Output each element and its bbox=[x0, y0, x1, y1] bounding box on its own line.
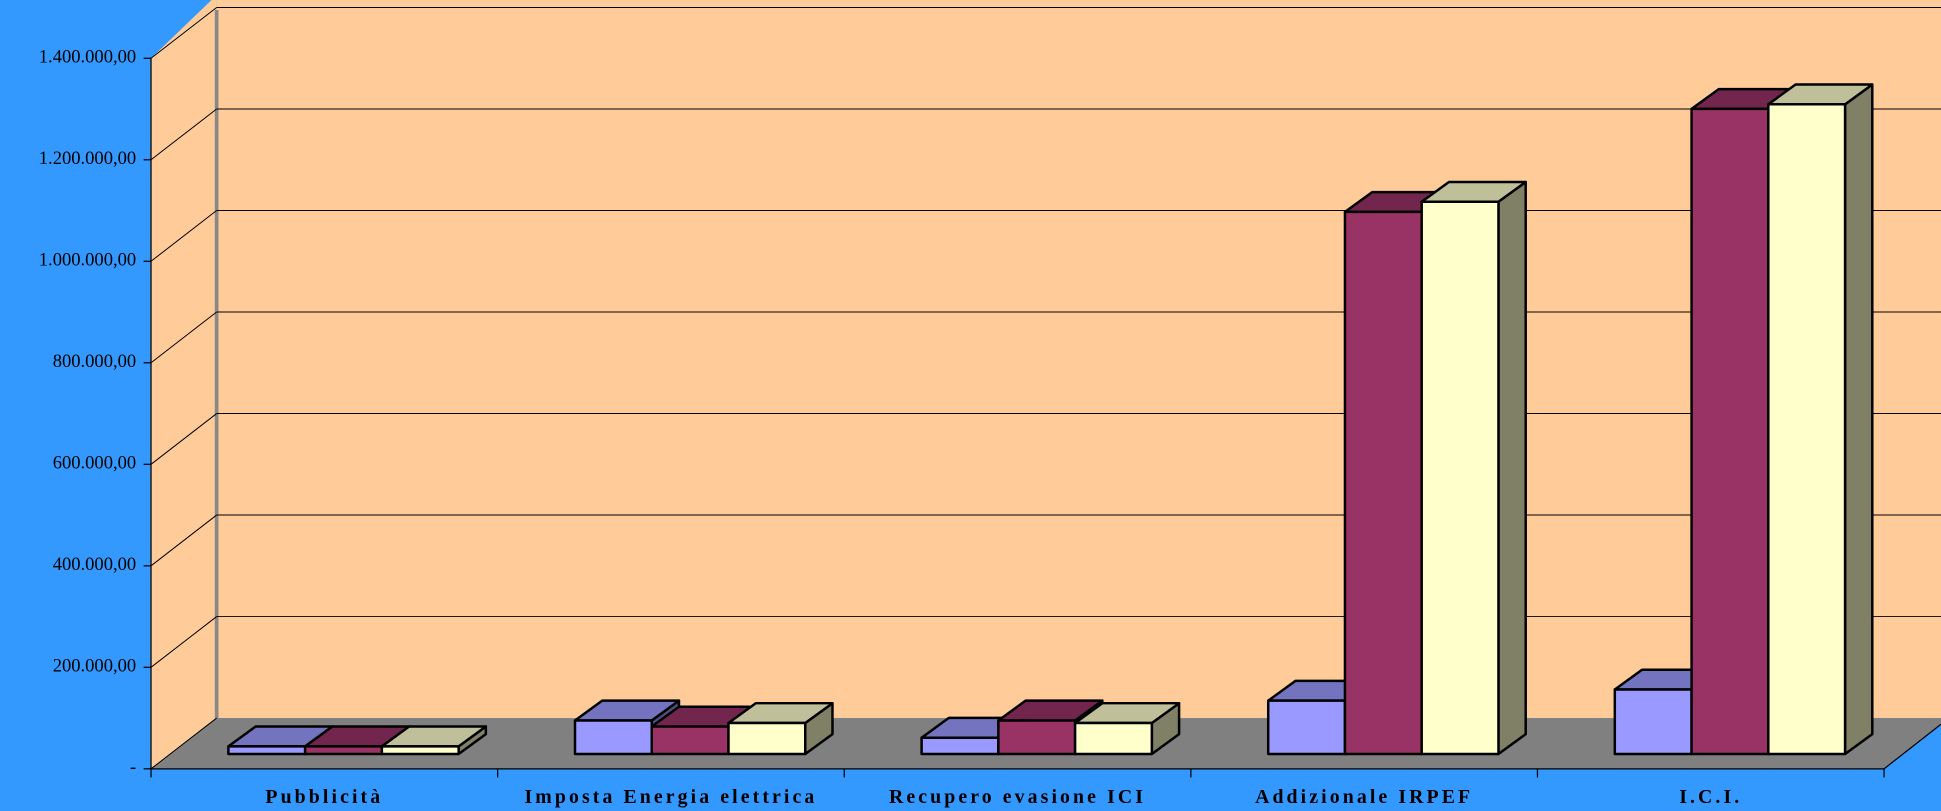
bar-front bbox=[1690, 107, 1770, 756]
bar-front bbox=[1343, 210, 1423, 756]
y-tick-label: 800.000,00 bbox=[53, 351, 136, 372]
y-tick-label: - bbox=[130, 757, 136, 778]
y-tick-label: 600.000,00 bbox=[53, 453, 136, 474]
x-tick-label: Recupero evasione ICI bbox=[889, 786, 1146, 808]
floor-edge bbox=[1883, 723, 1941, 770]
bar-front bbox=[920, 736, 1000, 756]
x-tick-label: Imposta Energia elettrica bbox=[524, 786, 817, 808]
bar-front bbox=[380, 745, 460, 756]
back-wall bbox=[216, 0, 1941, 719]
x-tick-label: Addizionale IRPEF bbox=[1255, 786, 1473, 808]
bar-front bbox=[1266, 699, 1347, 756]
grid-line bbox=[150, 311, 217, 364]
grid-line bbox=[150, 108, 217, 161]
bar bbox=[1420, 180, 1527, 756]
bar-front bbox=[227, 745, 307, 756]
x-tick-label: I.C.I. bbox=[1679, 786, 1742, 808]
grid-line bbox=[150, 616, 217, 668]
bar-side bbox=[1497, 180, 1527, 756]
grid-line bbox=[150, 717, 217, 770]
bar-front bbox=[1613, 688, 1693, 756]
y-tick-label: 1.200.000,00 bbox=[39, 148, 136, 169]
bar bbox=[1073, 701, 1181, 756]
y-tick-label: 1.000.000,00 bbox=[39, 250, 136, 271]
bar-side bbox=[1843, 83, 1874, 756]
side-wall bbox=[151, 0, 217, 769]
x-tick-label: Pubblicità bbox=[265, 786, 383, 808]
bar-front bbox=[303, 745, 384, 756]
bar-front bbox=[1767, 103, 1847, 756]
grid-line bbox=[150, 413, 217, 465]
bar bbox=[380, 725, 488, 756]
bar-front bbox=[1420, 200, 1500, 756]
y-tick-label: 400.000,00 bbox=[53, 554, 136, 575]
grid-line bbox=[150, 514, 217, 567]
bar-front bbox=[997, 719, 1077, 756]
bar-front bbox=[650, 725, 730, 756]
bar bbox=[1767, 83, 1874, 756]
bar bbox=[727, 701, 834, 756]
bar-front bbox=[727, 721, 807, 756]
grid-line bbox=[150, 7, 217, 59]
y-tick-label: 200.000,00 bbox=[53, 656, 136, 677]
bar-front bbox=[1073, 721, 1154, 756]
bar-front bbox=[573, 719, 653, 756]
y-tick-label: 1.400.000,00 bbox=[39, 47, 136, 68]
grid-line bbox=[150, 210, 217, 262]
